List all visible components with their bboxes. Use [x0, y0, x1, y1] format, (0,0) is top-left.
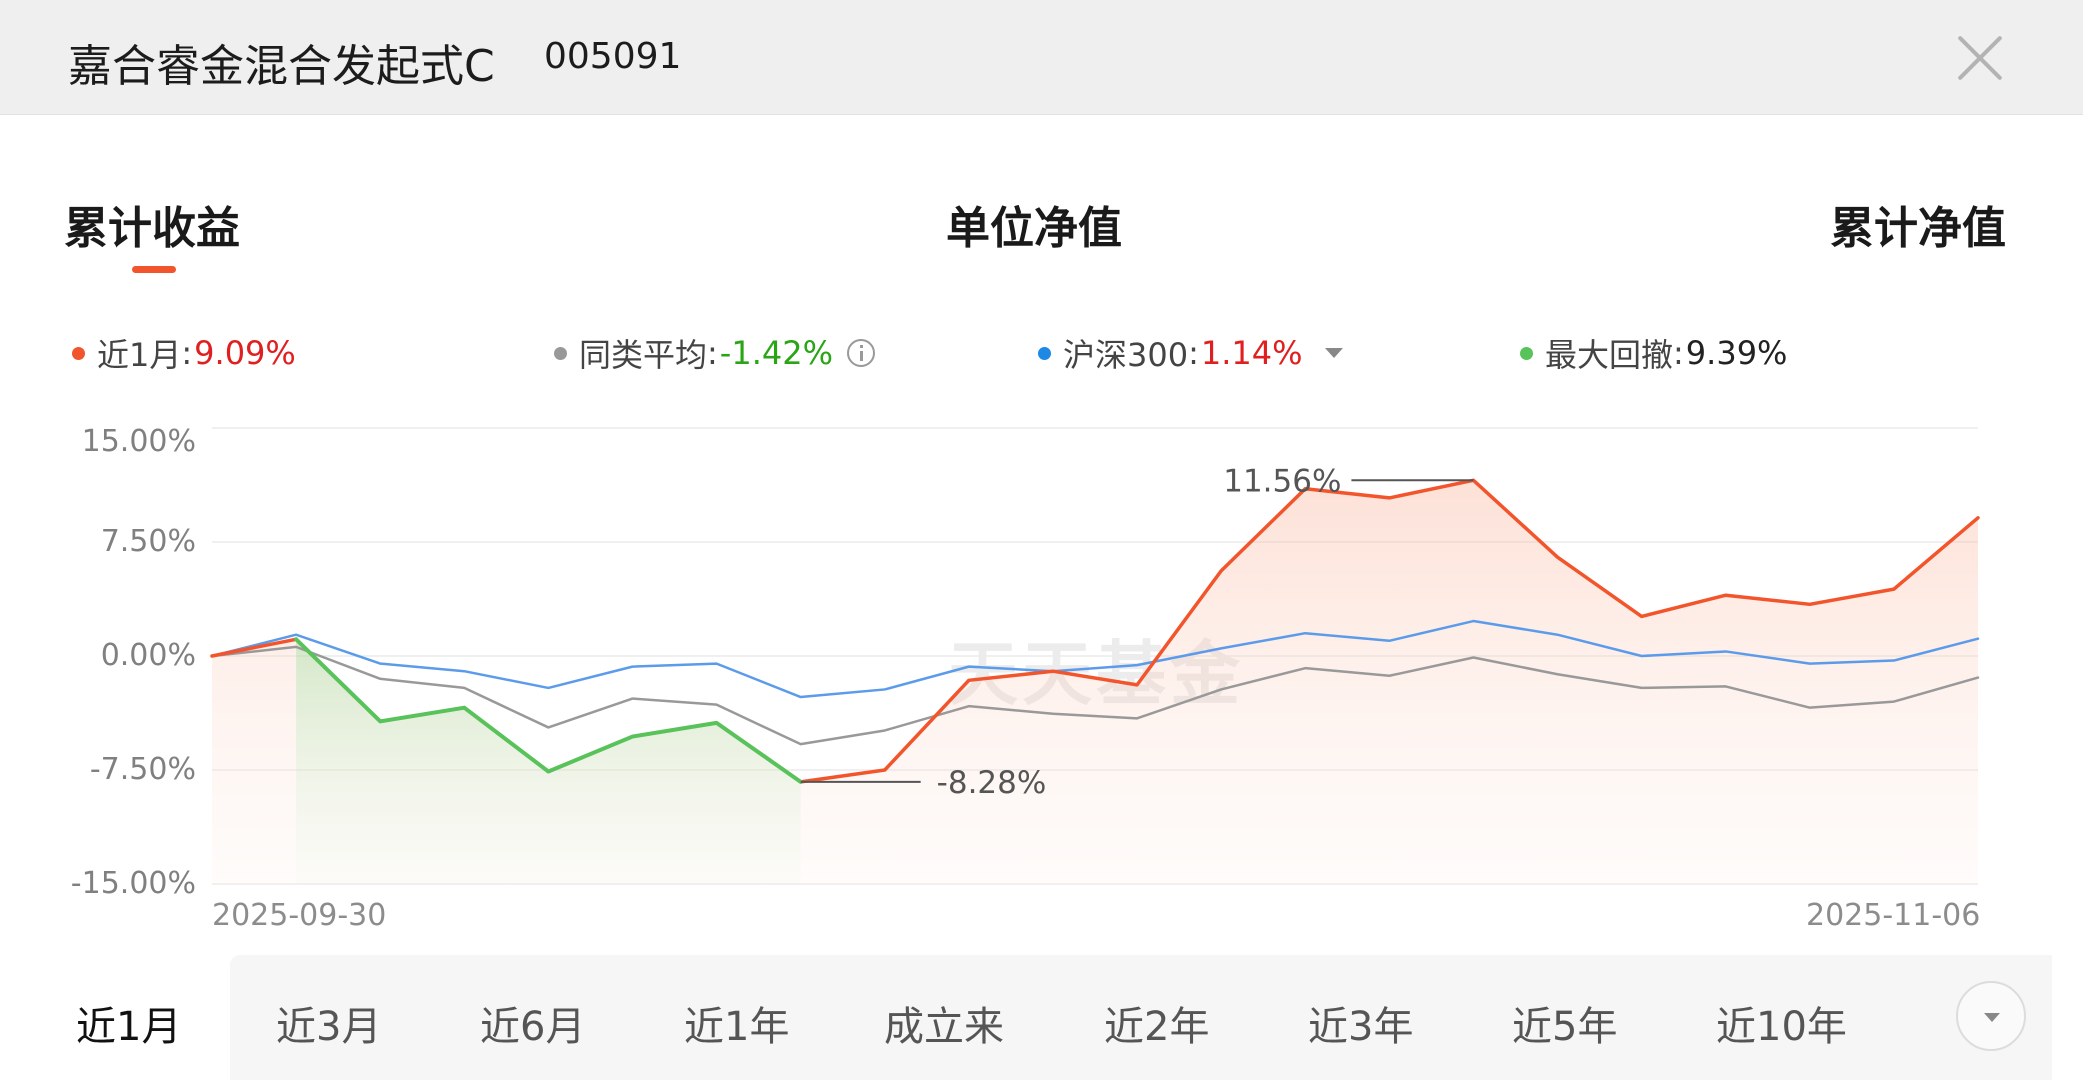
max-drawdown-line	[294, 637, 803, 784]
legend-item-peer-average: 同类平均: -1.42%	[554, 330, 875, 376]
legend-item-max-drawdown: 最大回撤:9.39%	[1520, 330, 1787, 376]
csi300-line	[210, 619, 1980, 699]
period-3y[interactable]: 近3年	[1308, 1004, 1414, 1050]
period-5y[interactable]: 近5年	[1512, 1004, 1618, 1050]
tab-cumulative-nav[interactable]: 累计净值	[1830, 203, 2006, 254]
legend-dot	[72, 346, 85, 360]
period-2y[interactable]: 近2年	[1104, 1004, 1210, 1050]
info-icon[interactable]	[847, 339, 875, 367]
peer-average-line	[210, 645, 1980, 746]
period-1m[interactable]: 近1月	[76, 1004, 182, 1050]
y-tick-label: 0.00%	[100, 638, 196, 673]
drawdown-area-fill	[296, 639, 801, 884]
y-tick-label: 7.50%	[100, 524, 196, 559]
tab-unit-nav[interactable]: 单位净值	[946, 203, 1122, 254]
period-selector	[230, 955, 2052, 1080]
active-tab-indicator	[132, 266, 176, 273]
period-since-inception[interactable]: 成立来	[884, 1004, 1004, 1050]
legend-item-fund: 近1月:9.09%	[72, 330, 296, 376]
high-annotation-label: 11.56%	[1223, 463, 1341, 499]
legend-dot	[1038, 346, 1051, 360]
legend-label: 沪深300	[1063, 336, 1189, 374]
legend-label: 同类平均	[579, 336, 708, 374]
period-1y[interactable]: 近1年	[684, 1004, 790, 1050]
y-tick-label: -7.50%	[89, 752, 196, 787]
tab-cumulative-return[interactable]: 累计收益	[64, 203, 240, 254]
legend-value: -1.42%	[719, 334, 833, 372]
legend-dot	[1520, 346, 1533, 360]
x-end-date: 2025-11-06	[1806, 898, 1981, 933]
legend-dot	[554, 346, 567, 360]
legend-label: 最大回撤	[1545, 336, 1674, 374]
more-periods-chevron-down-icon[interactable]	[1956, 981, 2026, 1051]
benchmark-dropdown-icon[interactable]	[1324, 348, 1343, 358]
legend-label: 近1月	[97, 336, 182, 374]
period-10y[interactable]: 近10年	[1716, 1004, 1847, 1050]
legend-item-csi300: 沪深300:1.14%	[1038, 330, 1343, 376]
period-3m[interactable]: 近3月	[276, 1004, 382, 1050]
low-annotation-label: -8.28%	[937, 765, 1047, 801]
period-6m[interactable]: 近6月	[480, 1004, 586, 1050]
legend-value: 9.09%	[194, 334, 296, 372]
x-start-date: 2025-09-30	[212, 898, 387, 933]
fund-name: 嘉合睿金混合发起式C	[68, 41, 495, 92]
y-tick-label: -15.00%	[70, 866, 196, 901]
legend-value: 9.39%	[1685, 334, 1788, 372]
legend-value: 1.14%	[1200, 334, 1303, 372]
header-bar: 嘉合睿金混合发起式C 005091	[0, 0, 2083, 115]
y-tick-label: 15.00%	[81, 424, 196, 459]
performance-chart[interactable]: 11.56% -8.28%	[0, 0, 2083, 955]
fund-code: 005091	[544, 36, 682, 77]
